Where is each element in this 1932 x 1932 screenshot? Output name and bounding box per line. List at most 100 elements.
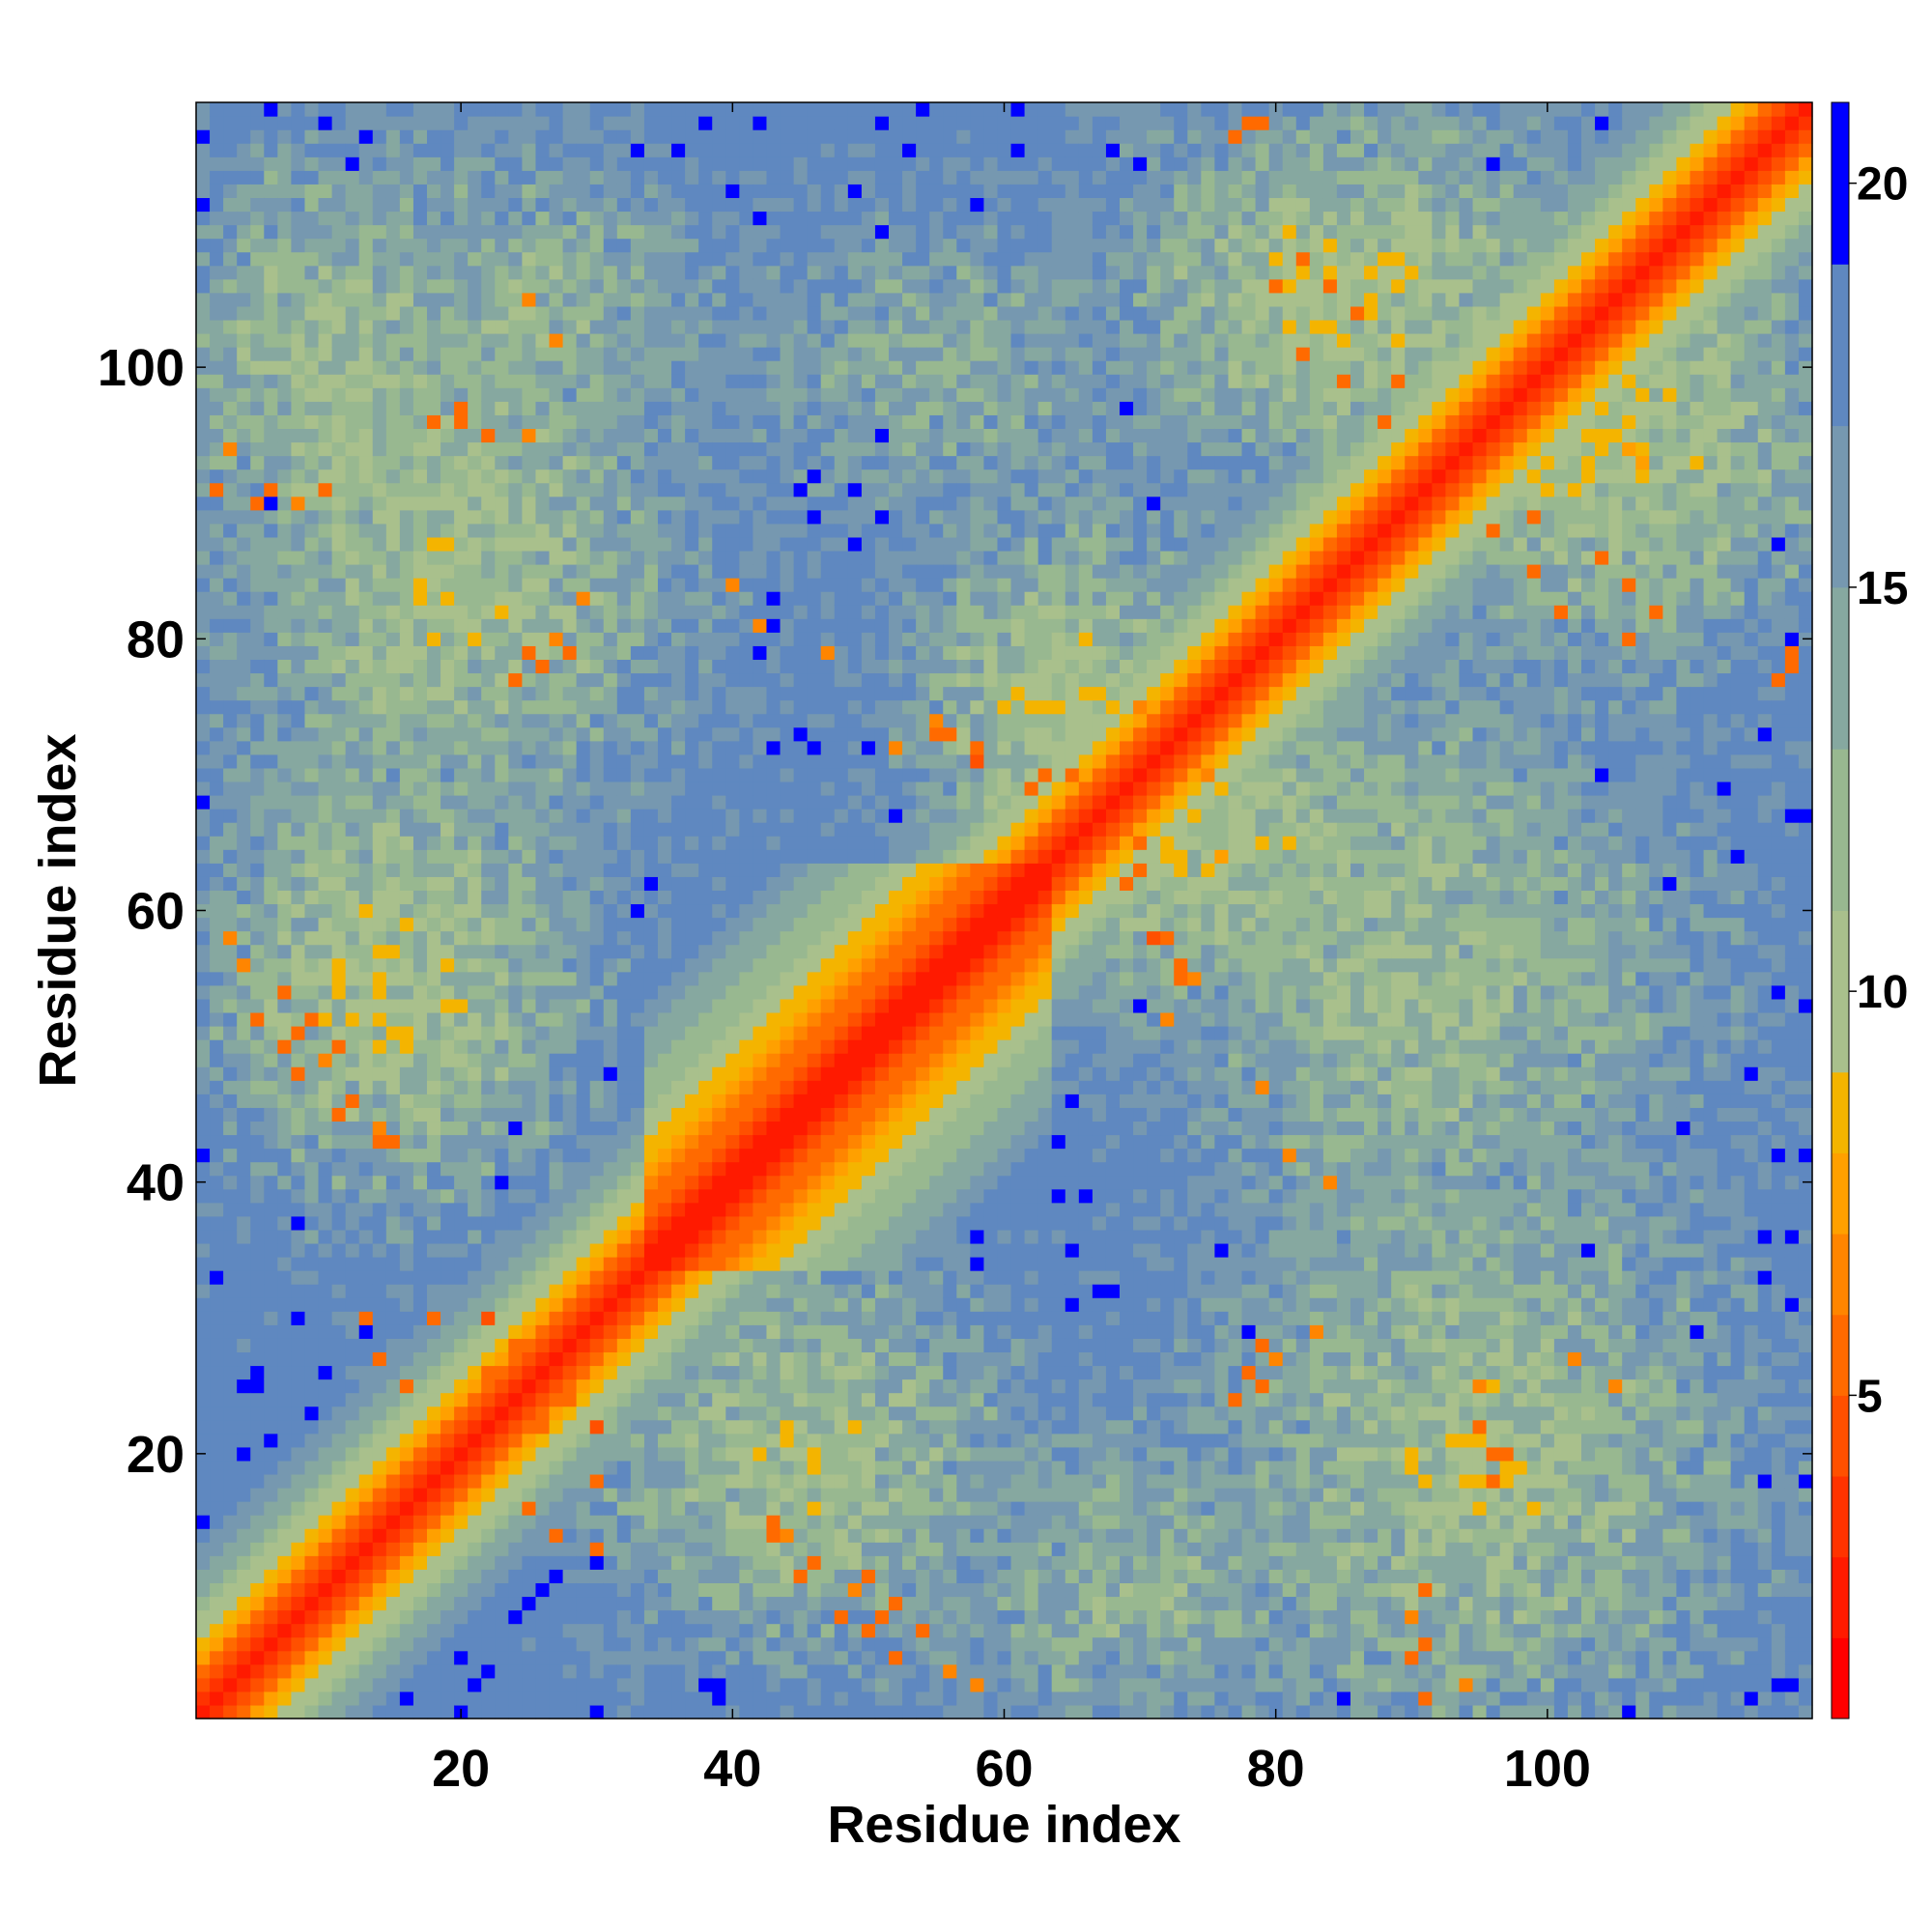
heatmap-cell — [264, 1690, 278, 1706]
heatmap-cell — [454, 278, 469, 294]
heatmap-cell — [454, 740, 469, 755]
heatmap-cell — [250, 578, 265, 592]
heatmap-cell — [385, 1026, 401, 1040]
heatmap-cell — [399, 1392, 414, 1407]
heatmap-cell — [250, 170, 265, 185]
heatmap-cell — [318, 645, 333, 661]
heatmap-cell — [522, 1596, 537, 1611]
heatmap-cell — [331, 632, 347, 646]
heatmap-cell — [331, 1311, 347, 1325]
heatmap-cell — [440, 455, 455, 470]
heatmap-cell — [589, 822, 605, 837]
heatmap-cell — [535, 550, 551, 565]
heatmap-cell — [576, 998, 591, 1013]
heatmap-cell — [589, 1663, 605, 1679]
heatmap-cell — [495, 1528, 509, 1543]
heatmap-cell — [685, 523, 699, 538]
heatmap-cell — [576, 1623, 591, 1638]
heatmap-cell — [304, 740, 320, 755]
heatmap-cell — [250, 699, 265, 715]
heatmap-cell — [264, 1528, 278, 1543]
heatmap-cell — [399, 1242, 414, 1258]
heatmap-cell — [210, 1311, 224, 1325]
heatmap-cell — [304, 374, 320, 388]
heatmap-cell — [385, 1596, 401, 1611]
heatmap-cell — [725, 292, 740, 307]
heatmap-cell — [589, 836, 605, 850]
heatmap-cell — [291, 1582, 306, 1598]
heatmap-cell — [454, 1242, 469, 1258]
heatmap-cell — [658, 441, 672, 457]
heatmap-cell — [412, 360, 428, 375]
heatmap-cell — [753, 971, 768, 986]
heatmap-cell — [549, 1215, 564, 1231]
heatmap-cell — [481, 305, 496, 321]
heatmap-cell — [264, 699, 278, 715]
heatmap-cell — [535, 1569, 551, 1584]
heatmap-cell — [223, 686, 238, 701]
heatmap-cell — [725, 863, 740, 877]
heatmap-cell — [210, 1011, 224, 1027]
heatmap-cell — [589, 1542, 605, 1556]
heatmap-cell — [454, 890, 469, 905]
heatmap-cell — [603, 1011, 618, 1027]
heatmap-cell — [495, 822, 509, 837]
heatmap-cell — [399, 1338, 414, 1353]
heatmap-cell — [753, 1704, 768, 1719]
heatmap-cell — [522, 1338, 537, 1353]
heatmap-cell — [385, 184, 401, 199]
heatmap-cell — [385, 1663, 401, 1679]
heatmap-cell — [291, 1433, 306, 1448]
heatmap-cell — [522, 333, 537, 348]
heatmap-cell — [725, 1121, 740, 1136]
heatmap-cell — [331, 863, 347, 877]
heatmap-cell — [331, 564, 347, 579]
heatmap-cell — [522, 1242, 537, 1258]
heatmap-cell — [264, 455, 278, 470]
heatmap-cell — [549, 156, 564, 171]
heatmap-cell — [427, 224, 441, 240]
heatmap-cell — [237, 890, 251, 905]
heatmap-cell — [522, 536, 537, 552]
heatmap-cell — [753, 1121, 768, 1136]
heatmap-cell — [630, 1011, 645, 1027]
heatmap-cell — [291, 998, 306, 1013]
heatmap-cell — [372, 1311, 387, 1325]
heatmap-cell — [223, 605, 238, 619]
heatmap-cell — [358, 1026, 374, 1040]
heatmap-cell — [616, 238, 632, 253]
heatmap-cell — [210, 401, 224, 415]
heatmap-cell — [616, 998, 632, 1013]
heatmap-cell — [412, 1446, 428, 1462]
heatmap-cell — [372, 849, 387, 864]
heatmap-cell — [427, 1134, 441, 1150]
heatmap-cell — [630, 1094, 645, 1108]
heatmap-cell — [495, 1026, 509, 1040]
heatmap-cell — [535, 944, 551, 959]
heatmap-cell — [739, 387, 754, 402]
heatmap-cell — [725, 1460, 740, 1475]
heatmap-cell — [522, 401, 537, 415]
heatmap-cell — [427, 1242, 441, 1258]
heatmap-cell — [753, 1215, 768, 1231]
heatmap-cell — [385, 1242, 401, 1258]
heatmap-cell — [331, 645, 347, 661]
heatmap-cell — [603, 645, 618, 661]
heatmap-cell — [481, 564, 496, 579]
heatmap-cell — [468, 1569, 482, 1584]
heatmap-cell — [603, 1378, 618, 1394]
heatmap-cell — [630, 1202, 645, 1217]
heatmap-cell — [616, 753, 632, 769]
heatmap-cell — [372, 1351, 387, 1367]
heatmap-cell — [304, 1406, 320, 1421]
heatmap-cell — [345, 414, 360, 430]
heatmap-cell — [372, 1704, 387, 1719]
heatmap-cell — [412, 1663, 428, 1679]
heatmap-cell — [358, 876, 374, 892]
heatmap-cell — [725, 278, 740, 294]
heatmap-cell — [576, 251, 591, 267]
heatmap-cell — [318, 1528, 333, 1543]
heatmap-cell — [358, 1378, 374, 1394]
heatmap-cell — [318, 713, 333, 728]
heatmap-cell — [698, 944, 713, 959]
